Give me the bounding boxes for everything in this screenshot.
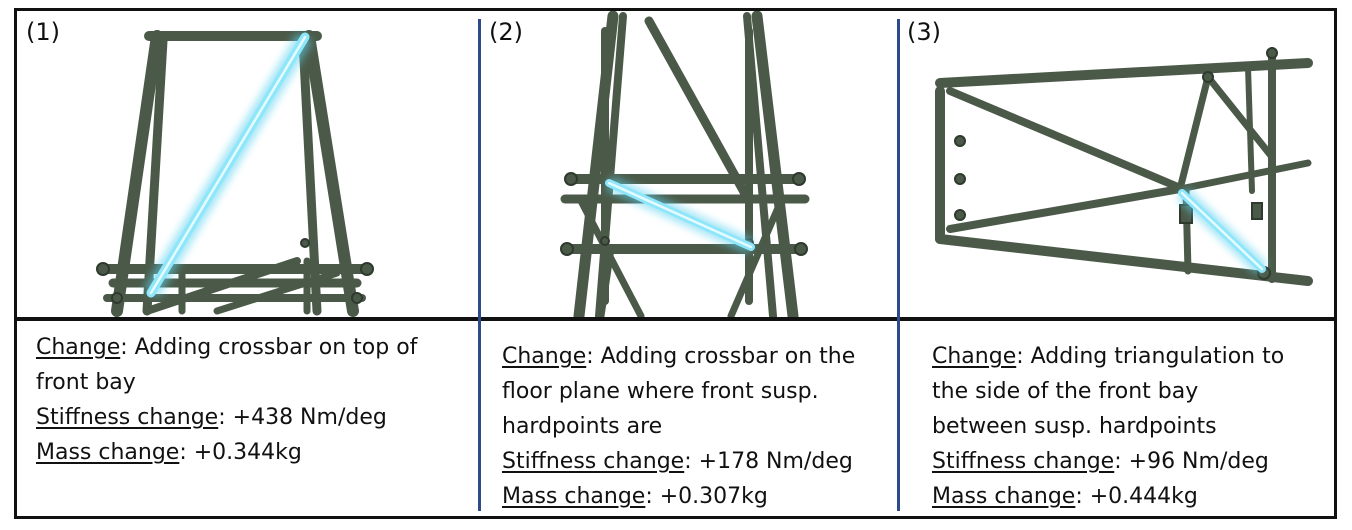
change-line: Change: Adding triangulation to	[932, 339, 1284, 374]
panel-3-image	[900, 11, 1334, 317]
panel-1-description: Change: Adding crossbar on top of front …	[36, 330, 417, 470]
stiffness-line: Stiffness change: +438 Nm/deg	[36, 400, 417, 435]
stiffness-value: : +96 Nm/deg	[1114, 449, 1269, 474]
change-label: Change	[502, 344, 587, 369]
panel-3-description: Change: Adding triangulation to the side…	[932, 339, 1284, 514]
mass-value: : +0.444kg	[1075, 484, 1198, 509]
change-line: Change: Adding crossbar on the	[502, 339, 855, 374]
mass-line: Mass change: +0.344kg	[36, 435, 417, 470]
change-text-continued: floor plane where front susp.	[502, 379, 819, 404]
stiffness-line: Stiffness change: +178 Nm/deg	[502, 444, 855, 479]
panel-1-image	[17, 11, 478, 317]
change-line: Change: Adding crossbar on top of	[36, 330, 417, 365]
stiffness-label: Stiffness change	[36, 405, 219, 430]
change-label: Change	[36, 335, 121, 360]
mass-line: Mass change: +0.307kg	[502, 479, 855, 514]
mass-value: : +0.307kg	[645, 484, 768, 509]
change-label: Change	[932, 344, 1017, 369]
column-divider-1	[478, 19, 481, 511]
change-text-continued: front bay	[36, 370, 136, 395]
mass-label: Mass change	[932, 484, 1076, 509]
stiffness-value: : +178 Nm/deg	[684, 449, 853, 474]
mass-label: Mass change	[502, 484, 646, 509]
mass-value: : +0.344kg	[179, 440, 302, 465]
frame-render-floor-crossbar	[560, 11, 810, 317]
change-text-continued: hardpoints are	[502, 414, 663, 439]
stiffness-label: Stiffness change	[502, 449, 685, 474]
stiffness-line: Stiffness change: +96 Nm/deg	[932, 444, 1284, 479]
change-text: : Adding crossbar on the	[586, 344, 856, 369]
mass-line: Mass change: +0.444kg	[932, 479, 1284, 514]
change-text-continued: the side of the front bay	[932, 379, 1199, 404]
frame-render-top-crossbar	[96, 30, 374, 317]
panel-2-image	[481, 11, 897, 317]
column-divider-2	[897, 19, 900, 511]
row-divider	[14, 317, 1337, 321]
mass-label: Mass change	[36, 440, 180, 465]
panel-3-number: (3)	[907, 18, 941, 46]
change-text-continued: between susp. hardpoints	[932, 414, 1217, 439]
panel-2-number: (2)	[489, 18, 523, 46]
change-text: : Adding triangulation to	[1016, 344, 1285, 369]
panel-2-description: Change: Adding crossbar on the floor pla…	[502, 339, 855, 514]
panel-1-number: (1)	[26, 18, 60, 46]
stiffness-value: : +438 Nm/deg	[218, 405, 387, 430]
frame-render-side-triangulation	[935, 47, 1313, 286]
stiffness-label: Stiffness change	[932, 449, 1115, 474]
change-text: : Adding crossbar on top of	[120, 335, 418, 360]
